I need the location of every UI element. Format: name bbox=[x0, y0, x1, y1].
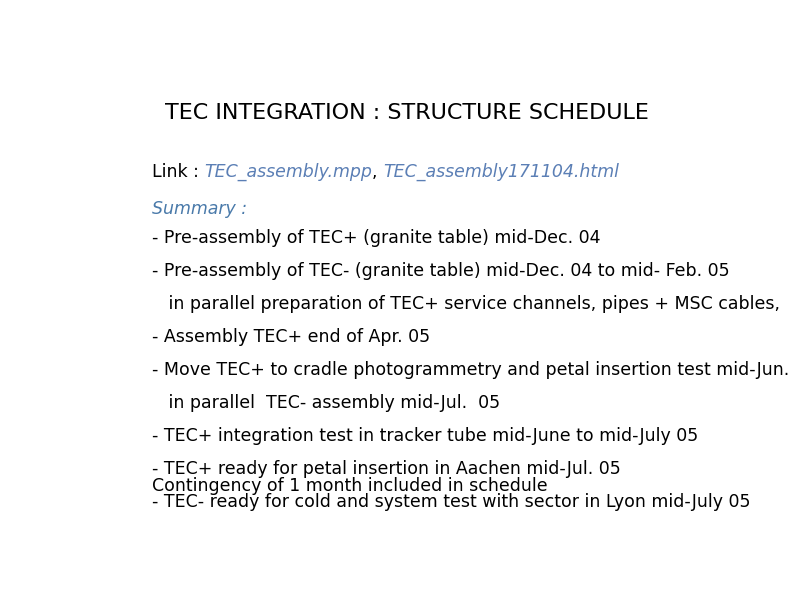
Text: - Pre-assembly of TEC+ (granite table) mid-Dec. 04: - Pre-assembly of TEC+ (granite table) m… bbox=[152, 230, 600, 248]
Text: ,: , bbox=[372, 163, 383, 181]
Text: TEC_assembly171104.html: TEC_assembly171104.html bbox=[383, 163, 619, 181]
Text: - Assembly TEC+ end of Apr. 05: - Assembly TEC+ end of Apr. 05 bbox=[152, 328, 430, 346]
Text: Contingency of 1 month included in schedule: Contingency of 1 month included in sched… bbox=[152, 477, 547, 495]
Text: in parallel  TEC- assembly mid-Jul.  05: in parallel TEC- assembly mid-Jul. 05 bbox=[152, 394, 499, 412]
Text: - TEC+ integration test in tracker tube mid-June to mid-July 05: - TEC+ integration test in tracker tube … bbox=[152, 427, 698, 446]
Text: - Pre-assembly of TEC- (granite table) mid-Dec. 04 to mid- Feb. 05: - Pre-assembly of TEC- (granite table) m… bbox=[152, 262, 729, 280]
Text: - TEC- ready for cold and system test with sector in Lyon mid-July 05: - TEC- ready for cold and system test wi… bbox=[152, 493, 750, 511]
Text: TEC_assembly.mpp: TEC_assembly.mpp bbox=[204, 163, 372, 181]
Text: TEC INTEGRATION : STRUCTURE SCHEDULE: TEC INTEGRATION : STRUCTURE SCHEDULE bbox=[165, 104, 649, 124]
Text: Link :: Link : bbox=[152, 163, 204, 181]
Text: - TEC+ ready for petal insertion in Aachen mid-Jul. 05: - TEC+ ready for petal insertion in Aach… bbox=[152, 461, 620, 478]
Text: - Move TEC+ to cradle photogrammetry and petal insertion test mid-Jun. 05: - Move TEC+ to cradle photogrammetry and… bbox=[152, 361, 794, 380]
Text: in parallel preparation of TEC+ service channels, pipes + MSC cables,: in parallel preparation of TEC+ service … bbox=[152, 296, 780, 314]
Text: Summary :: Summary : bbox=[152, 200, 247, 218]
